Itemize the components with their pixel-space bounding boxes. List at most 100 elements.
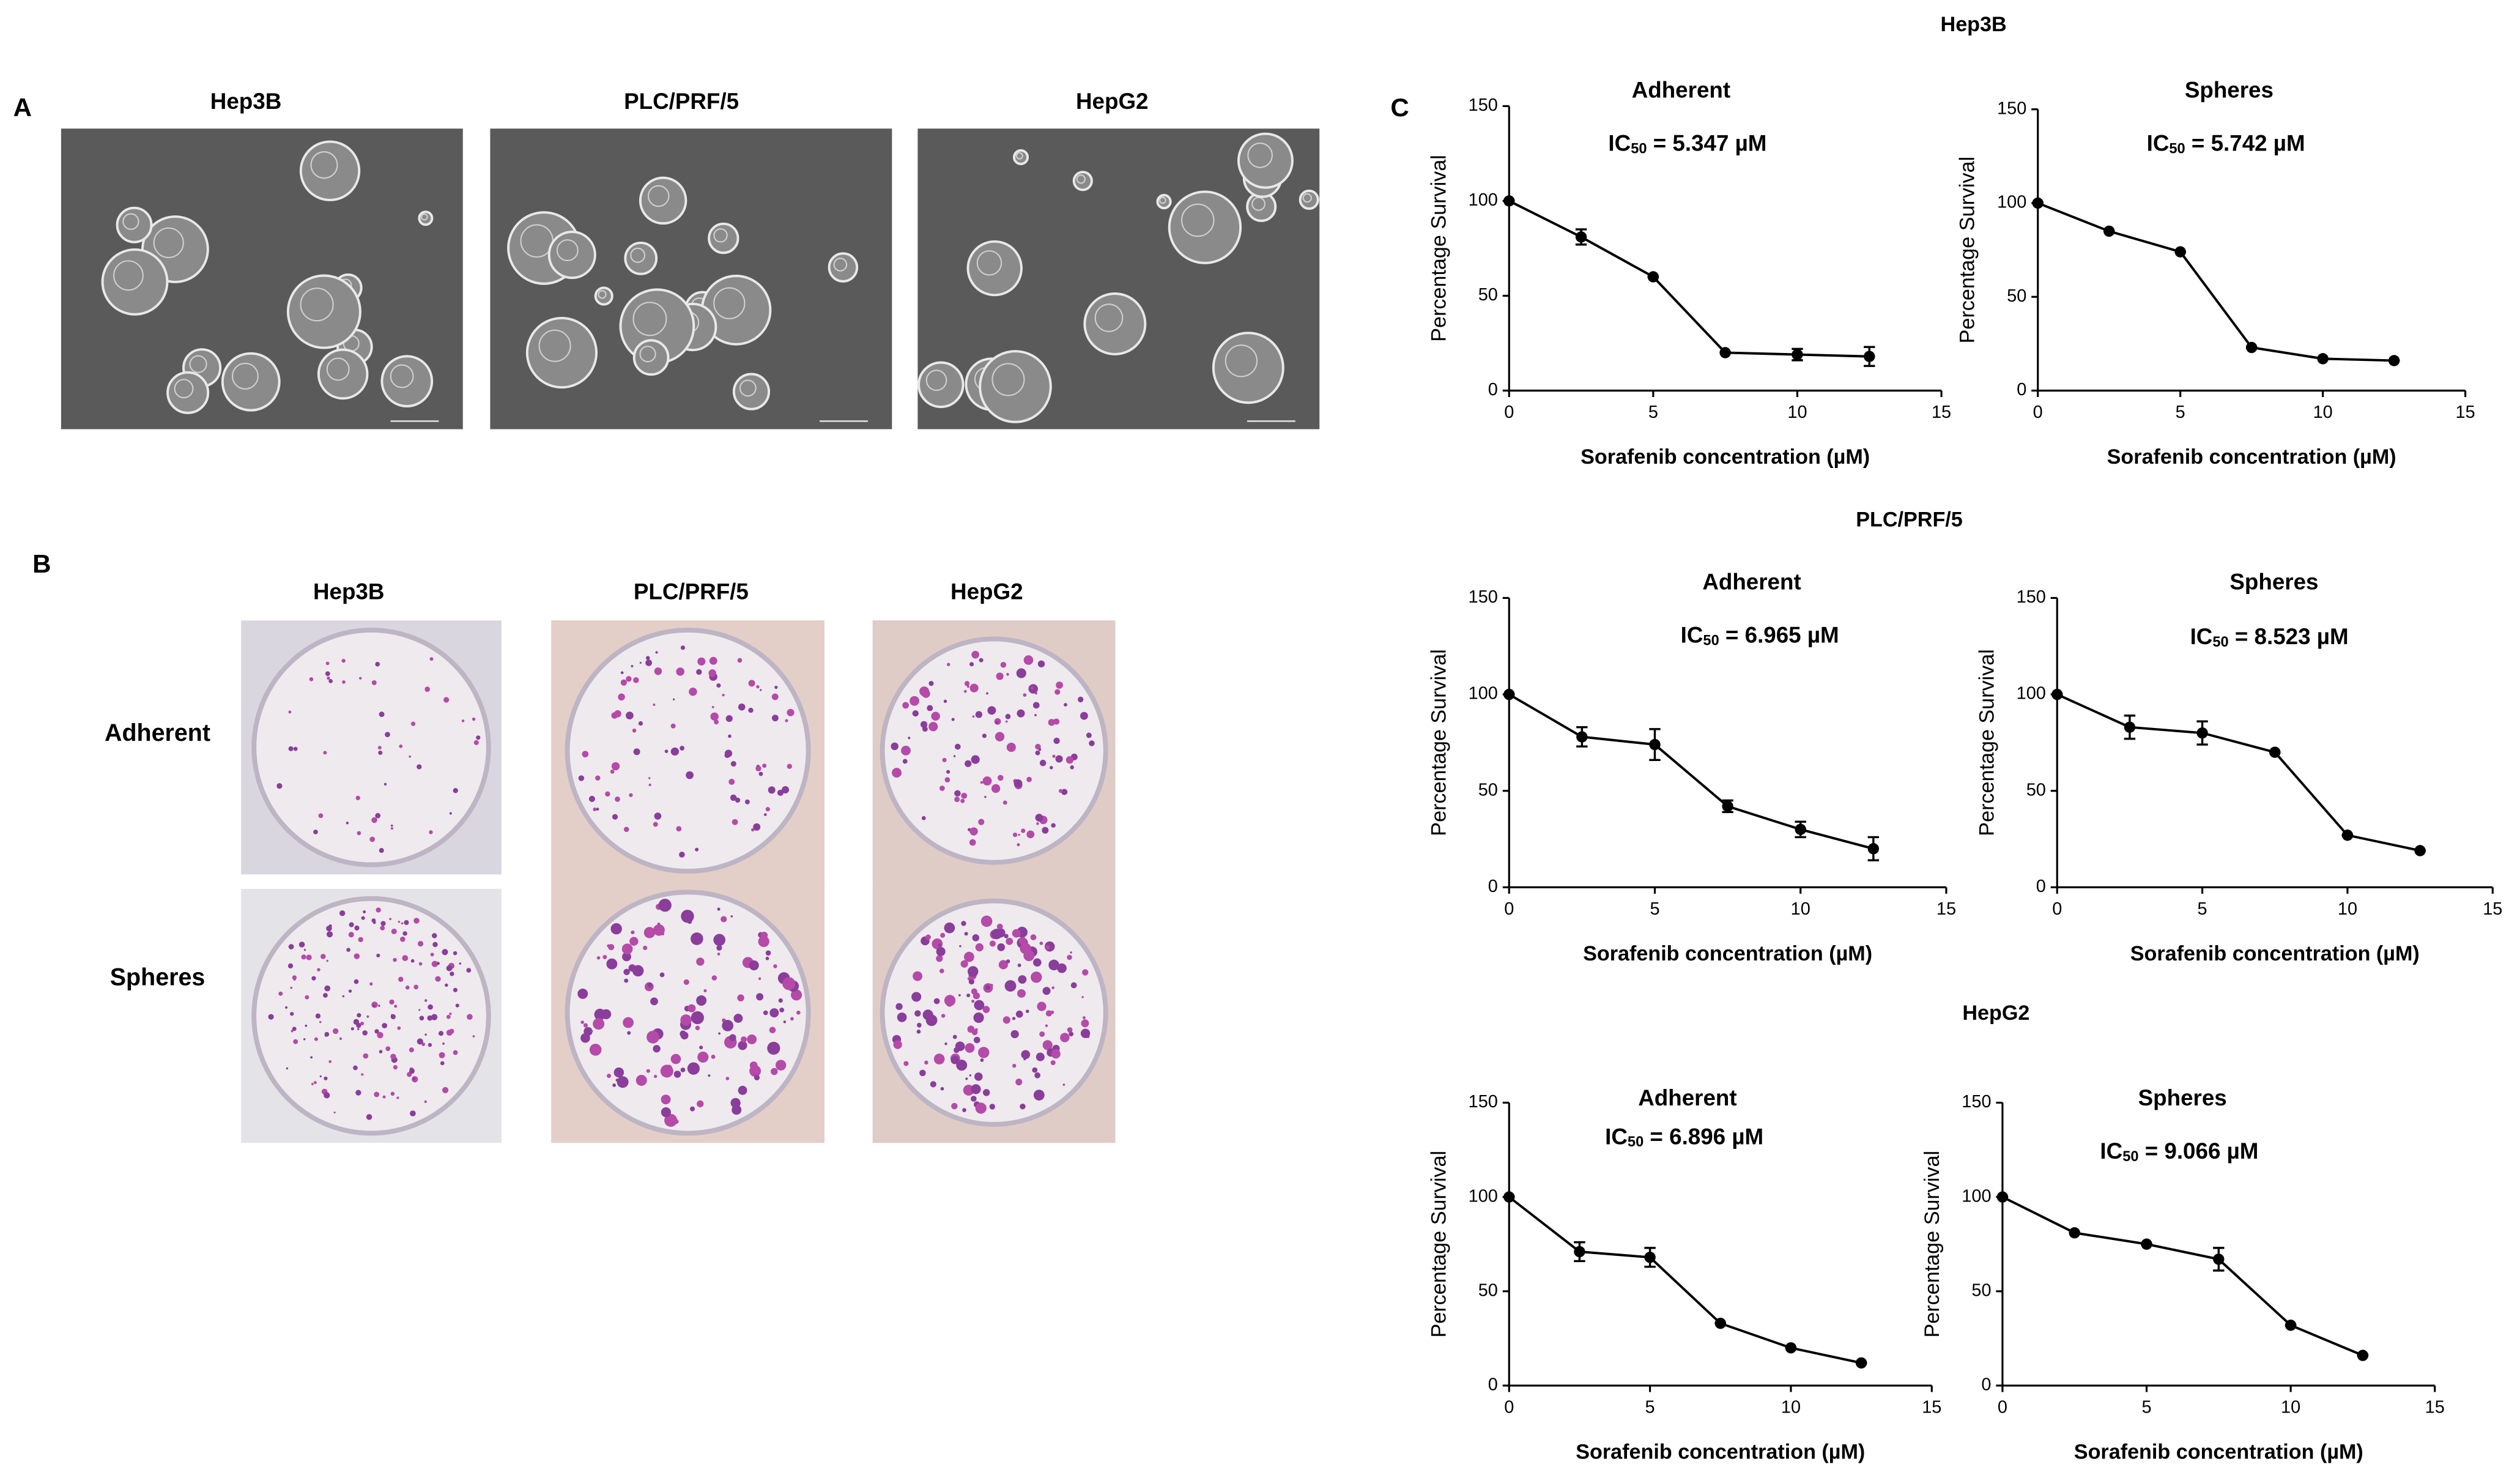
colony: [374, 1091, 380, 1097]
cell-sphere-core: [647, 185, 670, 207]
colony: [424, 1033, 427, 1036]
colony: [1045, 1024, 1048, 1027]
colony: [965, 1077, 968, 1080]
colony: [1036, 822, 1039, 825]
colony: [342, 680, 346, 684]
colony: [790, 1017, 794, 1021]
colony: [1070, 765, 1074, 770]
colony: [986, 692, 988, 695]
colony: [971, 1000, 975, 1003]
colony: [939, 968, 944, 973]
cell-sphere: [221, 352, 281, 412]
colony: [968, 978, 975, 985]
colony: [954, 797, 960, 803]
colony: [410, 1110, 416, 1116]
chart-title: Adherent: [1702, 570, 1801, 595]
cell-sphere-core: [1302, 193, 1312, 203]
colony: [964, 681, 970, 686]
colony: [782, 785, 790, 793]
colony: [737, 994, 744, 1001]
colony: [689, 687, 697, 696]
ic50-subscript: 50: [1703, 633, 1719, 649]
cell-sphere-core: [925, 370, 947, 391]
colony: [1070, 951, 1072, 954]
data-point: [2051, 688, 2063, 700]
colony: [472, 717, 476, 721]
colony: [973, 1036, 980, 1044]
colony: [687, 919, 692, 924]
colony: [379, 1050, 383, 1053]
colony: [453, 1050, 458, 1055]
colony: [895, 1003, 903, 1011]
colony: [360, 1022, 365, 1026]
colony: [1010, 1030, 1019, 1039]
colony: [348, 932, 354, 938]
colony: [989, 940, 996, 947]
colony: [1080, 711, 1088, 720]
colony: [361, 916, 365, 920]
colony: [1052, 754, 1056, 758]
cell-sphere-core: [739, 379, 757, 397]
colony: [956, 1060, 968, 1071]
colony: [288, 944, 294, 949]
colony: [901, 746, 911, 756]
colony: [647, 1030, 660, 1044]
x-tick-label: 10: [2281, 1397, 2300, 1417]
colony: [970, 1096, 977, 1102]
panel-label: B: [32, 549, 51, 578]
colony: [1042, 1040, 1053, 1050]
colony: [676, 667, 684, 676]
colony: [664, 749, 669, 753]
colony: [980, 915, 993, 927]
colony: [661, 1107, 671, 1118]
colony: [1048, 959, 1059, 971]
colony: [762, 763, 767, 768]
colony: [711, 1054, 716, 1059]
colony: [631, 930, 635, 935]
colony: [713, 934, 725, 946]
well: [880, 636, 1108, 865]
colony: [716, 945, 722, 951]
colony: [777, 789, 784, 796]
data-point: [2069, 1227, 2080, 1239]
colony: [903, 1061, 909, 1066]
colony: [728, 779, 735, 785]
colony: [398, 921, 401, 923]
colony: [342, 995, 345, 998]
colony: [393, 1064, 398, 1070]
y-tick-label: 150: [1469, 587, 1498, 607]
cell-sphere-core: [113, 260, 144, 291]
colony: [473, 740, 479, 745]
ic50-annotation: IC50 = 6.896 µM: [1605, 1124, 1763, 1150]
colony: [1033, 1090, 1045, 1101]
colony: [760, 689, 762, 691]
colony: [1015, 1010, 1023, 1018]
cell-sphere: [299, 140, 361, 201]
colony: [965, 1043, 975, 1053]
y-tick-label: 100: [1997, 193, 2026, 212]
colony: [636, 1074, 647, 1086]
colony: [1037, 660, 1045, 667]
colony: [1017, 843, 1020, 847]
x-tick-label: 0: [1998, 1397, 2007, 1417]
colony: [1035, 750, 1040, 756]
colony: [449, 1012, 452, 1016]
colony: [737, 658, 743, 663]
colony: [1000, 661, 1007, 668]
colony: [932, 938, 943, 949]
colony: [278, 991, 283, 996]
colony: [928, 681, 934, 686]
cell-sphere-core: [326, 357, 350, 381]
cell-sphere-core: [976, 250, 1002, 276]
colony: [371, 680, 377, 685]
ic50-prefix: IC: [2190, 624, 2213, 649]
colony: [401, 922, 404, 925]
colony: [953, 755, 956, 757]
colony: [1025, 1009, 1029, 1013]
colony: [763, 813, 767, 816]
colony: [961, 792, 968, 799]
column-title: PLC/PRF/5: [634, 579, 749, 604]
colony: [714, 719, 719, 725]
colony: [314, 1037, 318, 1041]
ic50-value: = 8.523 µM: [2229, 624, 2349, 649]
